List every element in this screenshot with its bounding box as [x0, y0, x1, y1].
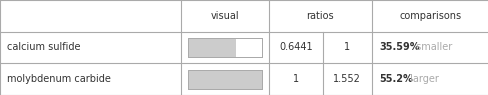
Text: ratios: ratios — [306, 11, 333, 21]
Text: larger: larger — [406, 74, 438, 84]
Text: 0.6441: 0.6441 — [279, 42, 312, 53]
Text: comparisons: comparisons — [398, 11, 461, 21]
Text: 1: 1 — [344, 42, 349, 53]
Bar — [188, 70, 261, 89]
Bar — [188, 38, 235, 57]
Bar — [188, 70, 261, 89]
Text: smaller: smaller — [412, 42, 451, 53]
Text: 1.552: 1.552 — [332, 74, 361, 84]
Text: molybdenum carbide: molybdenum carbide — [7, 74, 111, 84]
Text: 55.2%: 55.2% — [378, 74, 412, 84]
Text: calcium sulfide: calcium sulfide — [7, 42, 81, 53]
Bar — [188, 70, 261, 89]
Text: visual: visual — [210, 11, 239, 21]
Bar — [188, 38, 261, 57]
Bar — [188, 38, 261, 57]
Text: 35.59%: 35.59% — [378, 42, 419, 53]
Text: 1: 1 — [292, 74, 298, 84]
